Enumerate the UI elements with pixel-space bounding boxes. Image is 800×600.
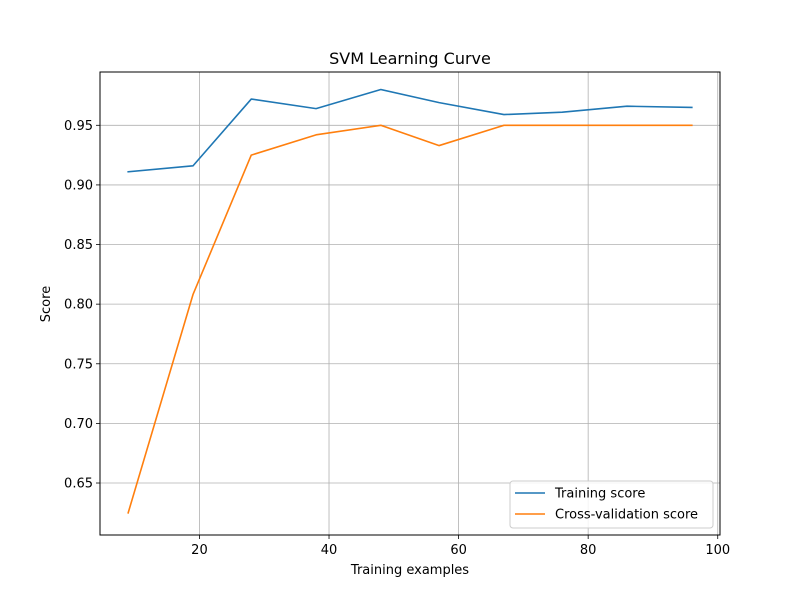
legend-label-training: Training score: [554, 487, 645, 502]
grid: [100, 72, 720, 535]
y-tick-label: 0.75: [64, 357, 93, 372]
y-tick-label: 0.65: [64, 477, 93, 492]
legend-label-cross-validation: Cross-validation score: [555, 508, 698, 523]
legend: Training score Cross-validation score: [509, 480, 714, 529]
y-axis-ticks: 0.65 0.70 0.75 0.80 0.85 0.90 0.95: [64, 119, 100, 492]
y-tick-label: 0.90: [64, 178, 93, 193]
y-tick-label: 0.95: [64, 119, 93, 134]
chart-title: SVM Learning Curve: [329, 49, 491, 68]
plot-frame: [99, 71, 721, 536]
cross-validation-score-line: [127, 124, 693, 514]
series-lines: [127, 88, 693, 514]
x-tick-label: 60: [450, 543, 467, 558]
y-tick-label: 0.85: [64, 238, 93, 253]
y-tick-label: 0.70: [64, 417, 93, 432]
training-score-line: [127, 88, 693, 173]
x-tick-label: 80: [580, 543, 597, 558]
x-tick-label: 100: [705, 543, 730, 558]
x-tick-label: 20: [191, 543, 208, 558]
y-tick-label: 0.80: [64, 298, 93, 313]
x-tick-label: 40: [321, 543, 338, 558]
x-axis-title: Training examples: [350, 563, 469, 578]
x-axis-ticks: 20 40 60 80 100: [191, 535, 730, 558]
legend-box: [509, 480, 714, 529]
y-axis-title: Score: [39, 286, 54, 322]
